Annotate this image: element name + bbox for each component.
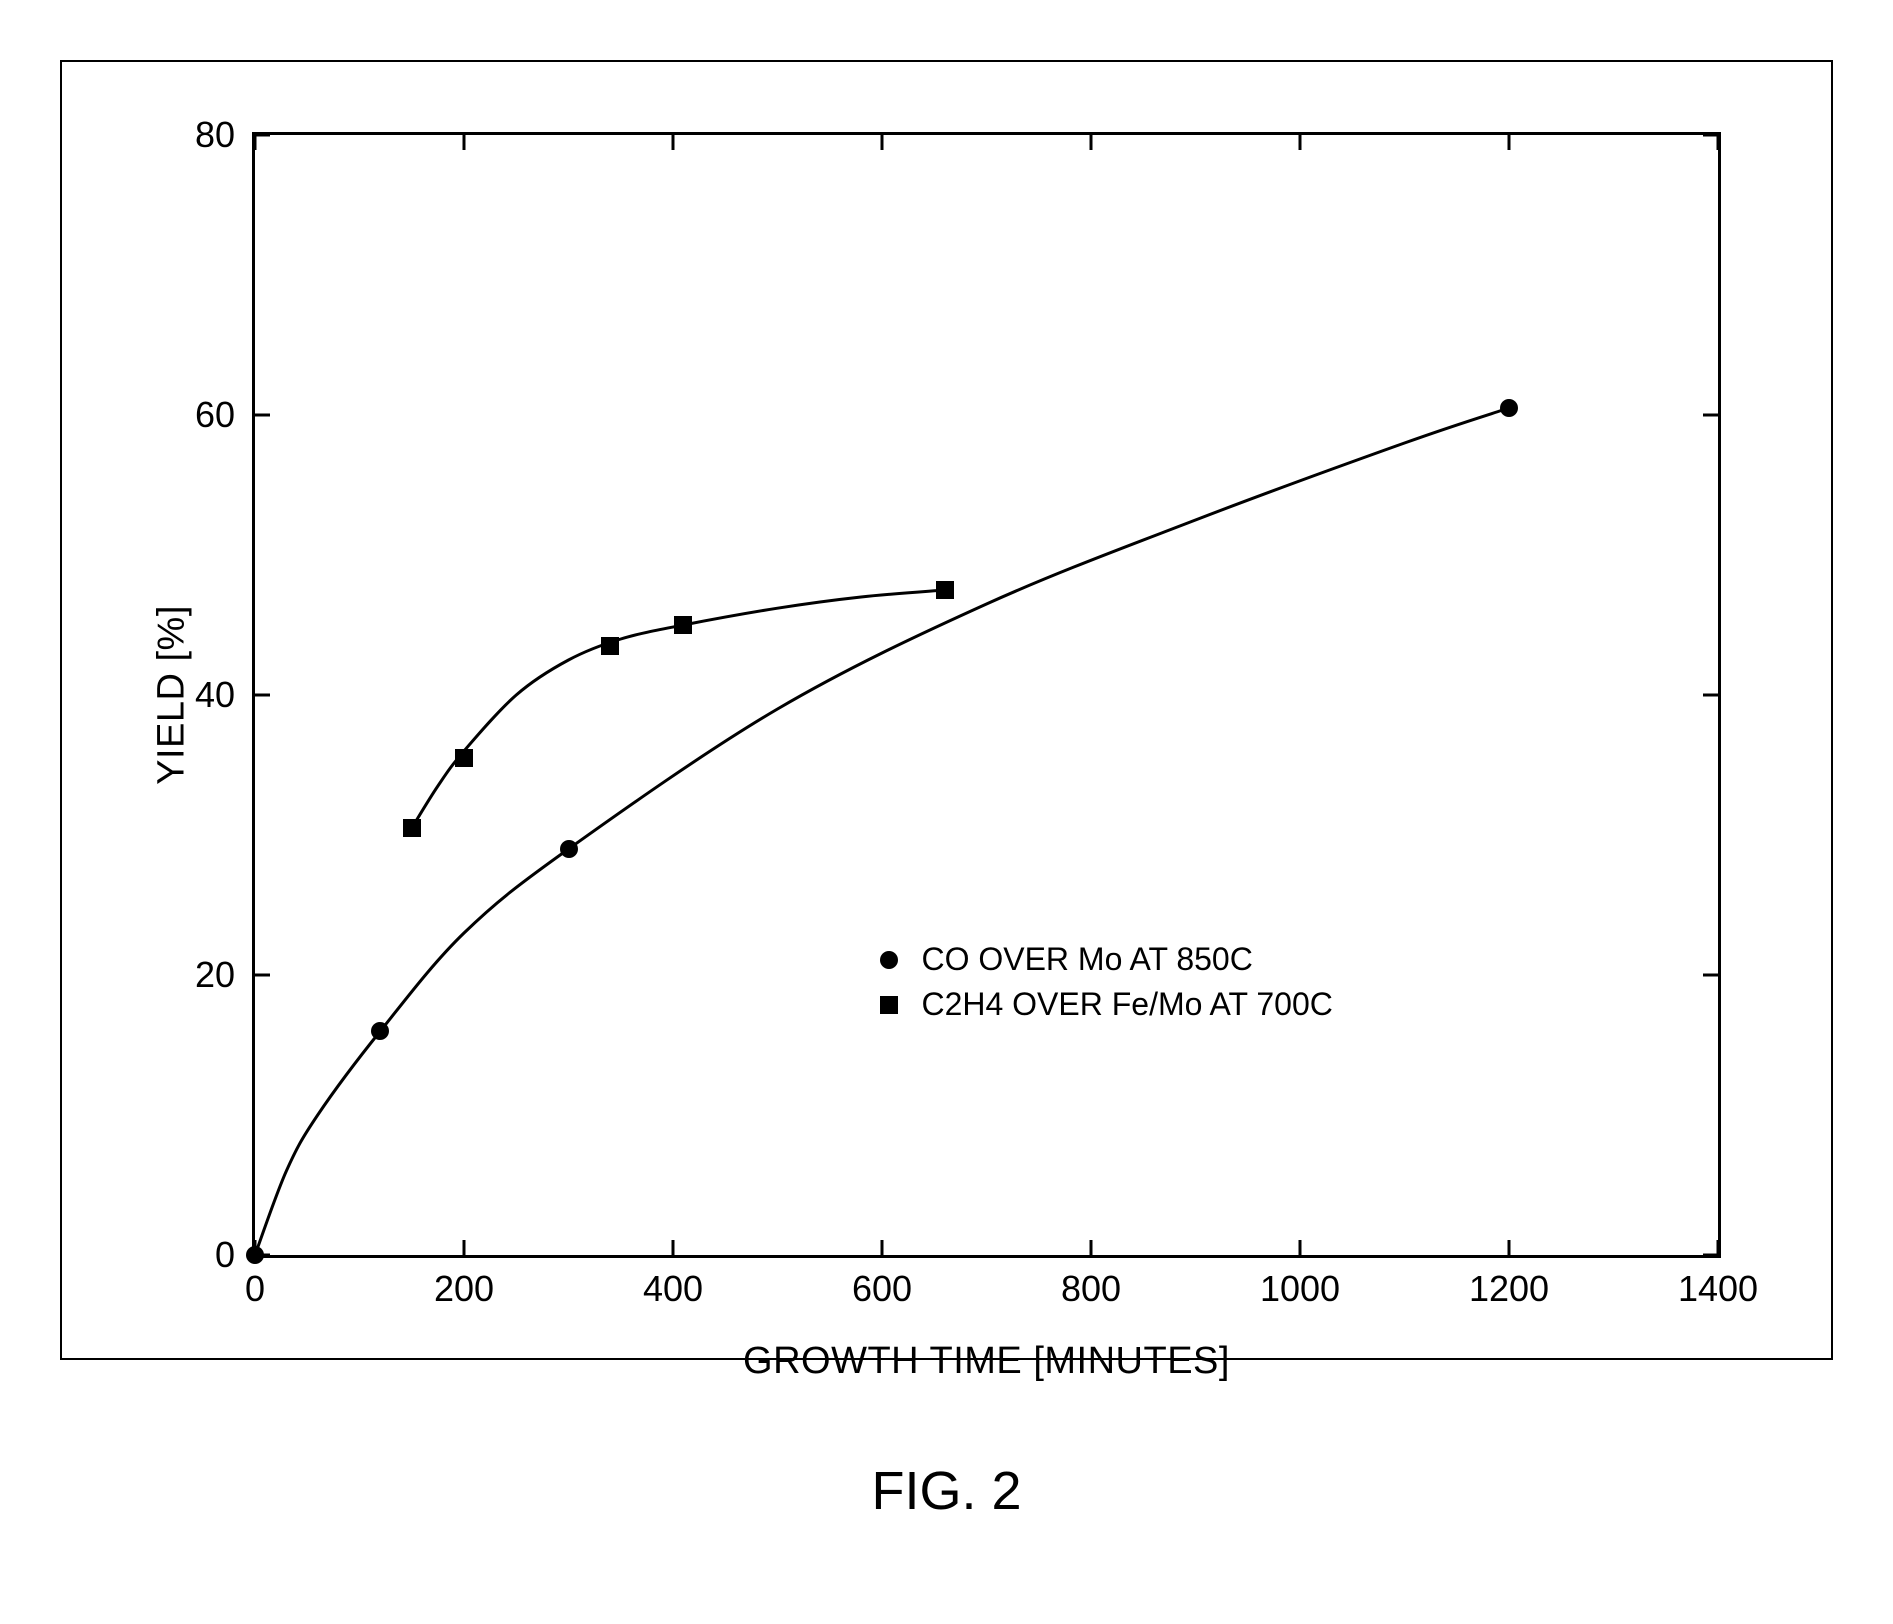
x-tick-label: 1200 <box>1469 1268 1549 1310</box>
figure-caption: FIG. 2 <box>60 1460 1833 1522</box>
data-point-circle <box>560 840 578 858</box>
plot-box: 0200400600800100012001400020406080 CO OV… <box>252 132 1721 1258</box>
y-tick-label: 80 <box>175 114 235 156</box>
data-point-circle <box>371 1022 389 1040</box>
data-point-square <box>455 749 473 767</box>
data-point-square <box>601 637 619 655</box>
x-tick-label: 1000 <box>1260 1268 1340 1310</box>
x-tick-label: 200 <box>434 1268 494 1310</box>
x-tick-label: 800 <box>1061 1268 1121 1310</box>
plot-svg <box>255 135 1718 1255</box>
legend-label: CO OVER Mo AT 850C <box>921 941 1252 978</box>
x-tick-label: 600 <box>852 1268 912 1310</box>
data-point-circle <box>1500 399 1518 417</box>
y-tick-label: 0 <box>175 1234 235 1276</box>
legend-label: C2H4 OVER Fe/Mo AT 700C <box>921 986 1332 1023</box>
x-axis-label: GROWTH TIME [MINUTES] <box>252 1340 1721 1383</box>
series-line <box>255 408 1509 1255</box>
y-tick-label: 20 <box>175 954 235 996</box>
figure-frame: 0200400600800100012001400020406080 CO OV… <box>60 60 1833 1360</box>
data-point-square <box>674 616 692 634</box>
y-axis-label: YIELD [%] <box>150 605 193 785</box>
legend: CO OVER Mo AT 850C C2H4 OVER Fe/Mo AT 700… <box>869 941 1332 1031</box>
x-tick-label: 0 <box>245 1268 265 1310</box>
data-point-square <box>936 581 954 599</box>
data-point-circle <box>246 1246 264 1264</box>
x-tick-label: 1400 <box>1678 1268 1758 1310</box>
data-point-square <box>403 819 421 837</box>
x-tick-label: 400 <box>643 1268 703 1310</box>
y-tick-label: 60 <box>175 394 235 436</box>
chart-area: 0200400600800100012001400020406080 CO OV… <box>252 132 1721 1258</box>
legend-item: C2H4 OVER Fe/Mo AT 700C <box>869 986 1332 1023</box>
legend-item: CO OVER Mo AT 850C <box>869 941 1332 978</box>
